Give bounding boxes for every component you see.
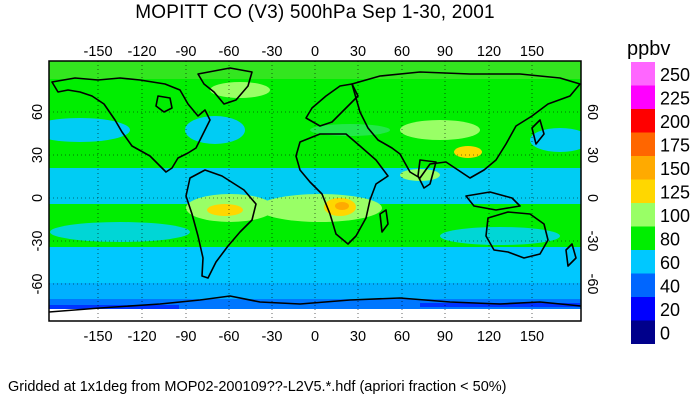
coast-new-zealand xyxy=(565,243,577,267)
colorbar-label: 60 xyxy=(660,253,680,273)
coastlines xyxy=(49,67,581,313)
colorbar-swatch xyxy=(631,226,655,250)
colorbar-label: 0 xyxy=(660,323,670,343)
coast-south-america xyxy=(185,169,257,279)
lon-tick-top: 60 xyxy=(394,44,410,60)
colorbar-unit: ppbv xyxy=(627,38,671,60)
colorbar-swatch xyxy=(631,85,655,109)
co-field xyxy=(49,61,581,321)
lon-tick-top: -120 xyxy=(127,44,156,60)
colorbar-swatch xyxy=(631,273,655,297)
lon-tick-top: -90 xyxy=(176,44,197,60)
coast-asia xyxy=(351,71,581,179)
colorbar-label: 175 xyxy=(660,135,690,155)
lat-tick-right: 30 xyxy=(584,147,600,163)
coast-india xyxy=(417,159,437,189)
coast-europe xyxy=(305,83,359,127)
colorbar-swatch xyxy=(631,203,655,227)
lon-tick-top: -60 xyxy=(219,44,240,60)
lat-tick-right: 60 xyxy=(584,104,600,120)
lat-tick-left: -60 xyxy=(30,274,46,295)
colorbar-label: 200 xyxy=(660,112,690,132)
lat-tick-right: -60 xyxy=(584,274,600,295)
colorbar-label: 100 xyxy=(660,206,690,226)
lon-tick-bottom: 120 xyxy=(477,329,501,345)
colorbar-swatch xyxy=(631,320,655,344)
lat-tick-left: 0 xyxy=(30,194,46,202)
colorbar-label: 80 xyxy=(660,229,680,249)
colorbar-swatch xyxy=(631,109,655,133)
colorbar-swatch xyxy=(631,62,655,86)
footer-caption: Gridded at 1x1deg from MOP02-200109??-L2… xyxy=(8,379,507,395)
map-frame xyxy=(48,60,582,322)
colorbar-label: 125 xyxy=(660,182,690,202)
coast-antarctica xyxy=(49,295,581,313)
lon-tick-top: 150 xyxy=(520,44,544,60)
lon-tick-top: -30 xyxy=(262,44,283,60)
lon-tick-bottom: -120 xyxy=(127,329,156,345)
coast-australia xyxy=(485,211,549,259)
colorbar-swatch xyxy=(631,297,655,321)
lon-tick-bottom: 0 xyxy=(311,329,319,345)
map-title: MOPITT CO (V3) 500hPa Sep 1-30, 2001 xyxy=(135,2,495,23)
lon-tick-top: 30 xyxy=(350,44,366,60)
coast-indonesia xyxy=(465,191,521,211)
graticule xyxy=(49,61,581,321)
lon-tick-bottom: 90 xyxy=(437,329,453,345)
lat-tick-left: 30 xyxy=(30,147,46,163)
lon-tick-bottom: -30 xyxy=(262,329,283,345)
lat-tick-left: -30 xyxy=(30,231,46,252)
coast-hudson-bay xyxy=(155,95,173,113)
lat-tick-left: 60 xyxy=(30,104,46,120)
lon-tick-bottom: -90 xyxy=(176,329,197,345)
coast-japan xyxy=(531,119,545,145)
coast-greenland xyxy=(197,67,253,105)
lon-tick-top: 90 xyxy=(437,44,453,60)
colorbar-swatch xyxy=(631,250,655,274)
colorbar-label: 40 xyxy=(660,276,680,296)
lon-tick-bottom: 60 xyxy=(394,329,410,345)
colorbar-swatch xyxy=(631,132,655,156)
coast-africa xyxy=(295,133,389,245)
colorbar-swatch xyxy=(631,179,655,203)
lon-tick-top: 120 xyxy=(477,44,501,60)
coast-north-america xyxy=(51,77,211,173)
lon-tick-bottom: 150 xyxy=(520,329,544,345)
latitude-ticks: 60 30 0 -30 -60 60 30 0 -30 -60 xyxy=(30,104,600,295)
colorbar-label: 20 xyxy=(660,300,680,320)
lon-tick-bottom: -60 xyxy=(219,329,240,345)
longitude-ticks: -150 -120 -90 -60 -30 0 30 60 90 120 150… xyxy=(83,44,544,345)
lat-tick-right: -30 xyxy=(584,231,600,252)
coast-madagascar xyxy=(379,209,389,233)
colorbar-label: 250 xyxy=(660,65,690,85)
colorbar-label: 150 xyxy=(660,159,690,179)
lon-tick-top: -150 xyxy=(83,44,112,60)
lon-tick-top: 0 xyxy=(311,44,319,60)
colorbar-label: 225 xyxy=(660,88,690,108)
lat-tick-right: 0 xyxy=(584,194,600,202)
colorbar-swatch xyxy=(631,156,655,180)
lon-tick-bottom: -150 xyxy=(83,329,112,345)
lon-tick-bottom: 30 xyxy=(350,329,366,345)
